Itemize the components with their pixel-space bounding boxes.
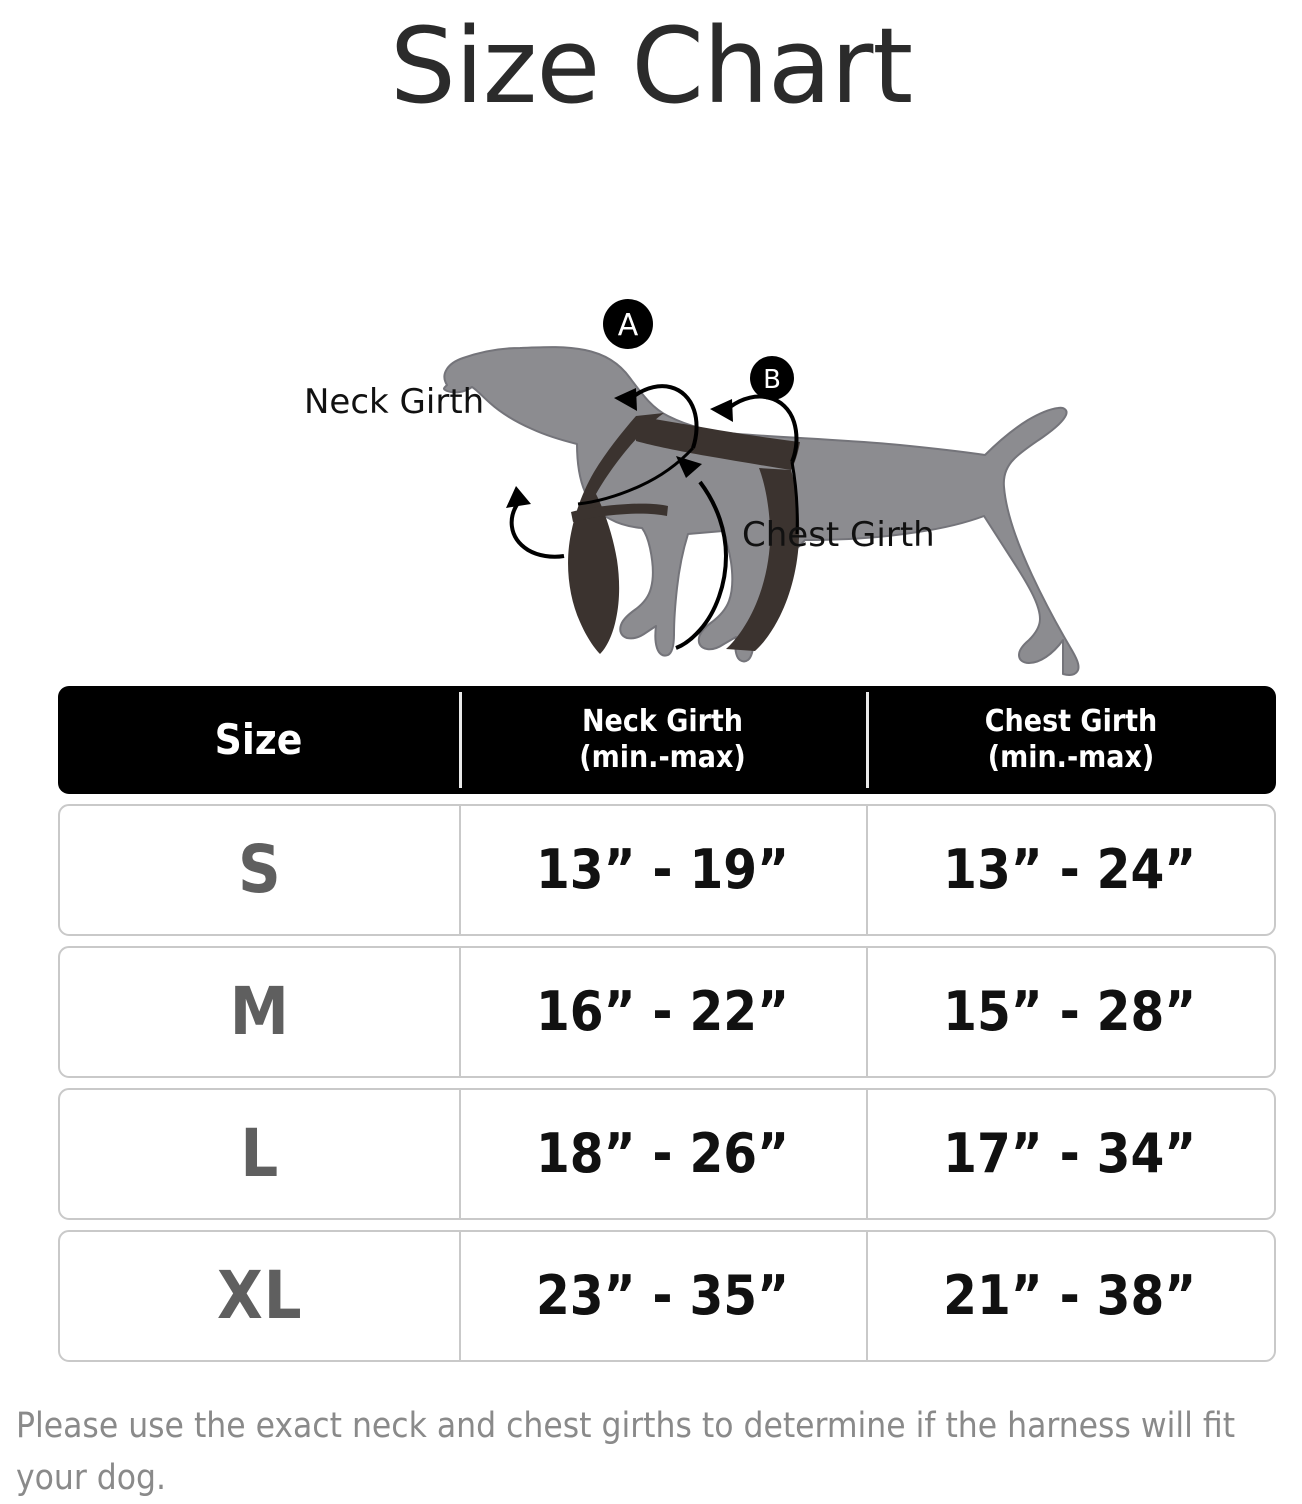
neck-girth-label: Neck Girth (304, 382, 485, 422)
row-divider-2 (866, 1232, 868, 1360)
header-cell-size: Size (58, 686, 459, 794)
row-divider-2 (866, 1090, 868, 1218)
header-size-label: Size (214, 715, 303, 764)
row-cell-neck: 16” - 22” (460, 948, 866, 1076)
header-divider-2 (866, 692, 869, 788)
row-cell-neck: 13” - 19” (460, 806, 866, 934)
chest-range-value: 17” - 34” (943, 1122, 1197, 1185)
row-cell-size: L (60, 1090, 460, 1218)
header-cell-neck-girth: Neck Girth (min.-max) (459, 686, 866, 794)
header-cell-chest-girth: Chest Girth (min.-max) (866, 686, 1276, 794)
harness-strap-icon (568, 413, 800, 654)
size-value: XL (217, 1257, 303, 1334)
arrowhead-chest-top-icon (710, 399, 733, 422)
table-row: XL 23” - 35” 21” - 38” (58, 1230, 1276, 1362)
row-cell-neck: 18” - 26” (460, 1090, 866, 1218)
table-row: M 16” - 22” 15” - 28” (58, 946, 1276, 1078)
row-divider-2 (866, 806, 868, 934)
arrowhead-neck-bottom-icon (506, 486, 531, 508)
chest-girth-arrow-top-icon (728, 394, 799, 463)
marker-b-label: B (763, 365, 781, 395)
marker-a: A (603, 299, 653, 349)
size-chart-table: Size Neck Girth (min.-max) Chest Girth (… (58, 686, 1276, 1362)
row-cell-size: S (60, 806, 460, 934)
neck-girth-arrow-top-icon (632, 384, 699, 449)
neck-range-value: 13” - 19” (535, 838, 790, 901)
row-cell-size: M (60, 948, 460, 1076)
marker-b: B (750, 356, 794, 400)
header-chest-line1: Chest Girth (984, 704, 1158, 739)
neck-range-value: 23” - 35” (535, 1264, 790, 1327)
header-neck-line1: Neck Girth (581, 704, 744, 739)
chest-range-value: 13” - 24” (943, 838, 1197, 901)
row-cell-chest: 13” - 24” (865, 806, 1274, 934)
size-value: M (229, 973, 290, 1050)
arrowhead-chest-bottom-icon (676, 456, 702, 478)
header-divider-1 (459, 692, 462, 788)
row-divider-1 (459, 1232, 461, 1360)
table-row: S 13” - 19” 13” - 24” (58, 804, 1276, 936)
chest-girth-label: Chest Girth (742, 515, 935, 555)
chest-girth-loop-line (790, 461, 799, 535)
row-divider-1 (459, 1090, 461, 1218)
header-chest-line2: (min.-max) (987, 740, 1155, 775)
row-divider-2 (866, 948, 868, 1076)
page-title: Size Chart (389, 5, 913, 127)
row-cell-chest: 21” - 38” (865, 1232, 1274, 1360)
row-cell-chest: 15” - 28” (865, 948, 1274, 1076)
arrowhead-neck-top-icon (614, 388, 637, 411)
chest-girth-arrow-bottom-icon (675, 480, 729, 650)
row-cell-size: XL (60, 1232, 460, 1360)
table-header-row: Size Neck Girth (min.-max) Chest Girth (… (58, 686, 1276, 794)
neck-girth-arrow-bottom-icon (509, 496, 565, 559)
row-cell-chest: 17” - 34” (865, 1090, 1274, 1218)
dog-measurement-diagram: A B Neck Girth Chest Girth (0, 160, 1302, 680)
row-cell-neck: 23” - 35” (460, 1232, 866, 1360)
neck-range-value: 18” - 26” (535, 1122, 790, 1185)
fitting-note: Please use the exact neck and chest girt… (16, 1406, 1236, 1498)
table-row: L 18” - 26” 17” - 34” (58, 1088, 1276, 1220)
row-divider-1 (459, 948, 461, 1076)
chest-range-value: 21” - 38” (943, 1264, 1197, 1327)
neck-range-value: 16” - 22” (535, 980, 790, 1043)
marker-a-label: A (618, 308, 639, 343)
size-value: L (240, 1115, 280, 1192)
header-neck-line2: (min.-max) (579, 740, 746, 775)
size-value: S (237, 831, 282, 908)
row-divider-1 (459, 806, 461, 934)
chest-range-value: 15” - 28” (943, 980, 1197, 1043)
